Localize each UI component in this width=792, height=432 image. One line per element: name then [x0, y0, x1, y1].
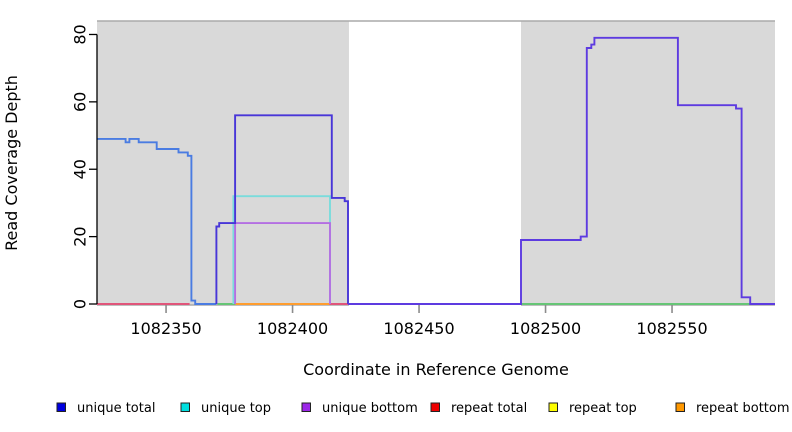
shaded-region-1 [521, 21, 775, 305]
legend-label: unique top [201, 401, 271, 416]
legend-swatch-repeat-total [430, 402, 440, 412]
chart-legend: unique total unique top unique bottom repea… [56, 401, 790, 416]
legend-item-repeat-total: repeat total [430, 401, 527, 416]
y-tick-label: 80 [71, 24, 90, 44]
data-series [97, 36, 775, 305]
series-unique-total-mid [215, 114, 349, 304]
shaded-region-0 [97, 21, 349, 305]
y-axis-title: Read Coverage Depth [2, 75, 21, 251]
legend-item-repeat-top: repeat top [548, 401, 637, 416]
x-tick-label: 1082350 [130, 319, 201, 338]
legend-label: repeat total [451, 401, 527, 416]
legend-swatch-unique-bottom [301, 402, 311, 412]
series-unique-total-left [97, 137, 217, 305]
legend-label: unique bottom [322, 401, 418, 416]
legend-label: repeat top [569, 401, 637, 416]
x-tick-label: 1082550 [636, 319, 707, 338]
legend-swatch-unique-total [56, 402, 66, 412]
legend-item-unique-total: unique total [56, 401, 155, 416]
x-tick-label: 1082400 [257, 319, 328, 338]
x-tick-label: 1082500 [510, 319, 581, 338]
y-tick-label: 60 [71, 92, 90, 112]
series-unique-total-right [348, 36, 775, 305]
legend-swatch-unique-top [180, 402, 190, 412]
legend-item-unique-top: unique top [180, 401, 271, 416]
legend-item-unique-bottom: unique bottom [301, 401, 418, 416]
legend-label: unique total [77, 401, 155, 416]
legend-swatch-repeat-top [548, 402, 558, 412]
y-tick-label: 0 [71, 299, 90, 309]
legend-label: repeat bottom [696, 401, 790, 416]
x-tick-label: 1082450 [383, 319, 454, 338]
axes: 0 20 40 60 80 1082350 1082400 1082450 1082500 108… [71, 24, 708, 338]
legend-swatch-repeat-bottom [675, 402, 685, 412]
legend-item-repeat-bottom: repeat bottom [675, 401, 790, 416]
y-tick-label: 40 [71, 159, 90, 179]
x-axis-title: Coordinate in Reference Genome [303, 360, 569, 379]
series-unique-bottom [234, 222, 331, 304]
shaded-regions [97, 20, 775, 306]
y-tick-label: 20 [71, 226, 90, 246]
